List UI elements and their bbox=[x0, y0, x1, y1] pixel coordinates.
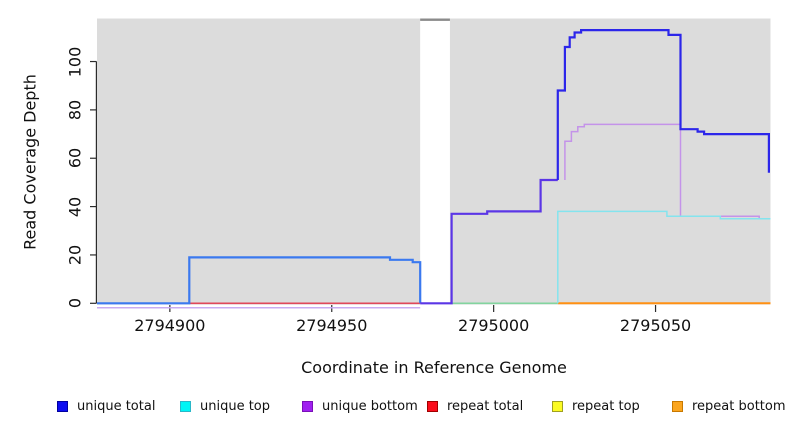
legend-swatch-icon bbox=[552, 401, 563, 412]
legend-label: unique top bbox=[200, 399, 271, 414]
masked-region-band bbox=[420, 18, 450, 305]
x-axis-title: Coordinate in Reference Genome bbox=[301, 358, 567, 377]
legend-swatch-icon bbox=[672, 401, 683, 412]
y-tick-label: 20 bbox=[65, 244, 85, 266]
legend-swatch-icon bbox=[302, 401, 313, 412]
series-line-unique-top bbox=[557, 210, 771, 304]
legend-swatch-icon bbox=[427, 401, 438, 412]
legend-item-repeat-bottom: repeat bottom bbox=[672, 399, 786, 414]
legend-label: repeat total bbox=[447, 399, 524, 414]
legend-label: repeat bottom bbox=[692, 399, 786, 414]
legend-item-unique-bottom: unique bottom bbox=[302, 399, 418, 414]
legend-item-repeat-total: repeat total bbox=[427, 399, 523, 414]
legend-item-repeat-top: repeat top bbox=[552, 399, 640, 414]
x-tick-label: 2794950 bbox=[296, 316, 368, 335]
series-line-unique-total bbox=[556, 29, 771, 180]
y-tick-label: 40 bbox=[65, 196, 85, 217]
x-tick-label: 2795050 bbox=[619, 316, 692, 335]
legend-label: unique total bbox=[77, 399, 156, 414]
y-tick-label: 0 bbox=[65, 298, 85, 309]
series-line-unique-total bbox=[420, 178, 558, 305]
y-axis-title: Read Coverage Depth bbox=[20, 74, 40, 250]
y-tick-label: 60 bbox=[65, 148, 85, 169]
series-line-unique-bottom bbox=[564, 123, 771, 220]
legend-label: unique bottom bbox=[322, 399, 418, 414]
x-tick-label: 2794900 bbox=[134, 316, 206, 335]
y-tick-label: 80 bbox=[65, 99, 85, 121]
legend-item-unique-total: unique total bbox=[57, 399, 155, 414]
legend-item-unique-top: unique top bbox=[180, 399, 270, 414]
legend-label: repeat top bbox=[572, 399, 640, 414]
x-tick-label: 2795000 bbox=[458, 316, 530, 335]
series-line-unique-total bbox=[97, 256, 422, 305]
legend-swatch-icon bbox=[57, 401, 68, 412]
y-tick-label: 100 bbox=[65, 46, 85, 77]
legend-swatch-icon bbox=[180, 401, 191, 412]
masked-region-cap bbox=[420, 18, 450, 21]
